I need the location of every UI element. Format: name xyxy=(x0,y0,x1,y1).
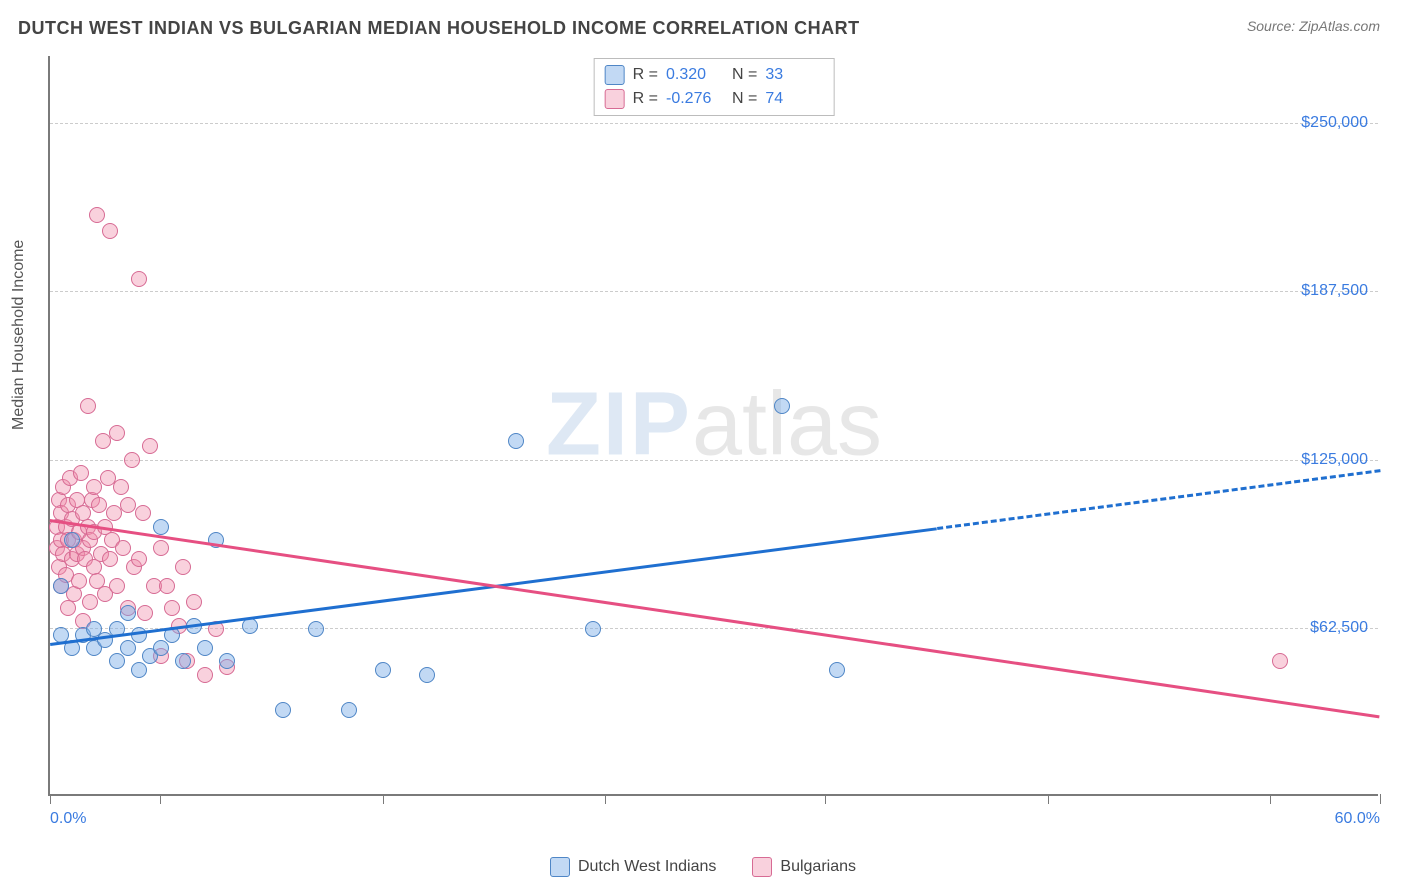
data-point xyxy=(137,605,153,621)
data-point xyxy=(175,653,191,669)
data-point xyxy=(115,540,131,556)
x-tick xyxy=(383,794,384,804)
data-point xyxy=(308,621,324,637)
data-point xyxy=(341,702,357,718)
data-point xyxy=(242,618,258,634)
data-point xyxy=(120,605,136,621)
x-tick xyxy=(605,794,606,804)
legend-swatch xyxy=(605,65,625,85)
scatter-plot-area: ZIPatlas R =0.320N =33R =-0.276N =74 $62… xyxy=(48,56,1378,796)
data-point xyxy=(829,662,845,678)
data-point xyxy=(113,479,129,495)
data-point xyxy=(109,578,125,594)
data-point xyxy=(109,653,125,669)
data-point xyxy=(89,207,105,223)
legend-label: Dutch West Indians xyxy=(578,858,716,876)
x-tick xyxy=(160,794,161,804)
data-point xyxy=(71,573,87,589)
data-point xyxy=(102,223,118,239)
x-tick xyxy=(50,794,51,804)
gridline xyxy=(50,460,1378,461)
data-point xyxy=(197,640,213,656)
legend-swatch xyxy=(550,857,570,877)
series-legend: Dutch West Indians Bulgarians xyxy=(0,857,1406,882)
legend-item: Bulgarians xyxy=(752,857,856,877)
data-point xyxy=(419,667,435,683)
y-tick-label: $187,500 xyxy=(1301,282,1368,300)
data-point xyxy=(153,540,169,556)
data-point xyxy=(508,433,524,449)
gridline xyxy=(50,291,1378,292)
data-point xyxy=(131,271,147,287)
legend-swatch xyxy=(605,89,625,109)
x-tick xyxy=(1270,794,1271,804)
data-point xyxy=(82,594,98,610)
data-point xyxy=(375,662,391,678)
y-axis-label: Median Household Income xyxy=(10,240,28,430)
y-tick-label: $250,000 xyxy=(1301,114,1368,132)
y-tick-label: $125,000 xyxy=(1301,451,1368,469)
legend-label: Bulgarians xyxy=(780,858,856,876)
data-point xyxy=(120,640,136,656)
data-point xyxy=(164,600,180,616)
data-point xyxy=(120,497,136,513)
data-point xyxy=(175,559,191,575)
data-point xyxy=(142,438,158,454)
stats-row: R =-0.276N =74 xyxy=(605,87,824,111)
gridline xyxy=(50,123,1378,124)
source-attribution: Source: ZipAtlas.com xyxy=(1247,18,1380,34)
data-point xyxy=(585,621,601,637)
x-tick-label: 60.0% xyxy=(1335,810,1380,828)
x-tick xyxy=(1048,794,1049,804)
data-point xyxy=(197,667,213,683)
data-point xyxy=(774,398,790,414)
data-point xyxy=(275,702,291,718)
x-tick xyxy=(1380,794,1381,804)
data-point xyxy=(135,505,151,521)
data-point xyxy=(153,519,169,535)
x-tick xyxy=(825,794,826,804)
data-point xyxy=(159,578,175,594)
data-point xyxy=(73,465,89,481)
data-point xyxy=(91,497,107,513)
x-tick-label: 0.0% xyxy=(50,810,86,828)
data-point xyxy=(153,640,169,656)
data-point xyxy=(53,578,69,594)
data-point xyxy=(124,452,140,468)
data-point xyxy=(109,425,125,441)
data-point xyxy=(64,532,80,548)
watermark: ZIPatlas xyxy=(546,374,882,477)
data-point xyxy=(1272,653,1288,669)
data-point xyxy=(80,398,96,414)
y-tick-label: $62,500 xyxy=(1310,619,1368,637)
data-point xyxy=(186,594,202,610)
trend-line xyxy=(937,469,1381,530)
data-point xyxy=(131,551,147,567)
legend-swatch xyxy=(752,857,772,877)
data-point xyxy=(219,653,235,669)
legend-item: Dutch West Indians xyxy=(550,857,716,877)
data-point xyxy=(131,662,147,678)
data-point xyxy=(102,551,118,567)
stats-row: R =0.320N =33 xyxy=(605,63,824,87)
chart-title: DUTCH WEST INDIAN VS BULGARIAN MEDIAN HO… xyxy=(18,18,860,38)
correlation-stats-box: R =0.320N =33R =-0.276N =74 xyxy=(594,58,835,116)
